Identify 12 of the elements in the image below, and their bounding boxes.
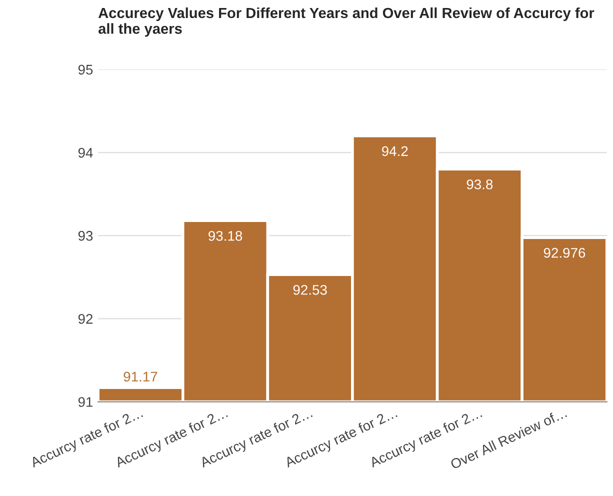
chart-title: Accurecy Values For Different Years and Over All Review of Accurcy for all the yaers	[98, 7, 594, 37]
data-label: 93.18	[208, 230, 242, 241]
data-label: 92.53	[293, 284, 327, 295]
data-label: 91.17	[124, 372, 158, 382]
data-label: 94.2	[382, 146, 408, 156]
data-label: 93.8	[466, 179, 493, 190]
y-tick-label: 92	[78, 314, 93, 324]
y-tick-label: 93	[78, 230, 93, 241]
data-label: 92.976	[544, 248, 586, 258]
y-tick-label: 91	[78, 397, 93, 407]
y-tick-label: 95	[78, 64, 93, 75]
y-tick-label: 94	[78, 148, 93, 158]
